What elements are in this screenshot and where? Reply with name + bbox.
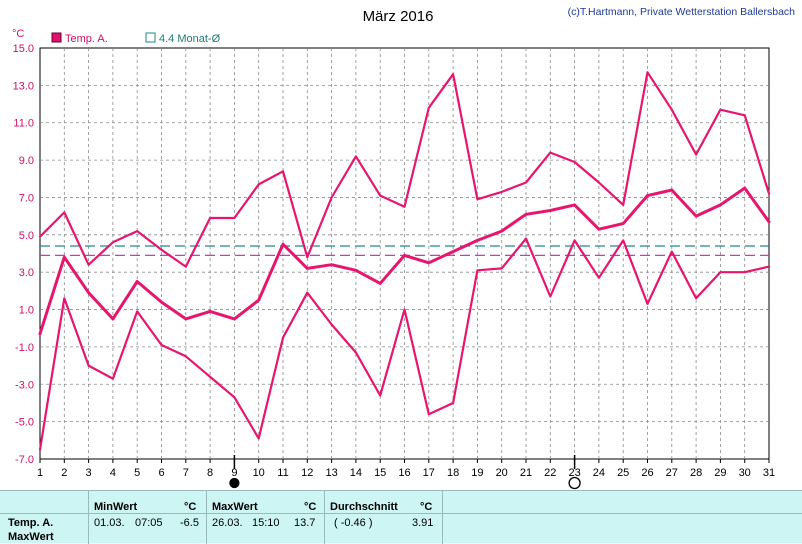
- x-tick-label: 5: [134, 467, 140, 479]
- x-tick-label: 24: [593, 467, 605, 479]
- x-tick-label: 12: [301, 467, 313, 479]
- x-tick-label: 15: [374, 467, 386, 479]
- series-line-max: [38, 71, 771, 268]
- max-date: 26.03.: [212, 517, 243, 529]
- x-tick-label: 30: [739, 467, 751, 479]
- x-tick-label: 1: [37, 467, 43, 479]
- temperature-chart: März 2016 (c)T.Hartmann, Private Wetters…: [12, 6, 796, 490]
- x-tick-label: 4: [110, 467, 116, 479]
- max-header: MaxWert: [212, 501, 258, 513]
- avg-unit: °C: [420, 501, 433, 513]
- y-tick-label: 1.0: [19, 305, 34, 317]
- moon-phases: [229, 455, 581, 490]
- copyright-text: (c)T.Hartmann, Private Wetterstation Bal…: [568, 6, 796, 18]
- min-date: 01.03.: [94, 517, 125, 529]
- y-tick-label: 5.0: [19, 230, 34, 242]
- x-tick-label: 18: [447, 467, 459, 479]
- x-tick-label: 31: [763, 467, 775, 479]
- series-line-min: [38, 237, 771, 451]
- x-axis: 1 2 3 4 5 6 7 8 9 10 11 12 13 14 15 16 17 18 19 20 21 22 23 24 2…: [37, 459, 775, 479]
- x-tick-label: 8: [207, 467, 213, 479]
- y-tick-label: -5.0: [15, 417, 34, 429]
- x-tick-label: 6: [158, 467, 164, 479]
- x-tick-label: 7: [183, 467, 189, 479]
- x-tick-label: 13: [325, 467, 337, 479]
- y-tick-label: 9.0: [19, 155, 34, 167]
- y-unit-label: °C: [12, 28, 24, 40]
- x-tick-label: 10: [253, 467, 265, 479]
- y-tick-label: -3.0: [15, 379, 34, 391]
- min-unit: °C: [184, 501, 197, 513]
- series-line-mean: [38, 186, 771, 336]
- y-tick-label: 15.0: [13, 43, 34, 55]
- grid: [40, 48, 769, 459]
- min-header: MinWert: [94, 501, 138, 513]
- x-tick-label: 2: [61, 467, 67, 479]
- max-time: 15:10: [252, 517, 280, 529]
- x-tick-label: 21: [520, 467, 532, 479]
- min-time: 07:05: [135, 517, 163, 529]
- x-tick-label: 16: [398, 467, 410, 479]
- avg-value: 3.91: [412, 517, 434, 529]
- footer-row-label-max: MaxWert: [8, 531, 54, 543]
- y-tick-label: 3.0: [19, 267, 34, 279]
- avg-header: Durchschnitt: [330, 501, 398, 513]
- legend-label-temp: Temp. A.: [65, 33, 108, 45]
- x-tick-label: 20: [496, 467, 508, 479]
- x-tick-label: 23: [568, 467, 580, 479]
- new-moon-icon: [229, 477, 240, 489]
- legend-label-month-avg: 4.4 Monat-Ø: [159, 33, 221, 45]
- y-axis: 15.0 13.0 11.0 9.0 7.0 5.0 3.0 1.0 -1.0 -3.0 -5.0 -…: [13, 43, 34, 466]
- x-tick-label: 22: [544, 467, 556, 479]
- x-tick-label: 3: [86, 467, 92, 479]
- chart-title: März 2016: [363, 8, 434, 25]
- x-tick-label: 19: [471, 467, 483, 479]
- max-value: 13.7: [294, 517, 316, 529]
- y-tick-label: -7.0: [15, 454, 34, 466]
- min-value: -6.5: [180, 517, 199, 529]
- x-tick-label: 17: [423, 467, 435, 479]
- x-tick-label: 28: [690, 467, 702, 479]
- avg-note: ( -0.46 ): [334, 517, 373, 529]
- legend: Temp. A. 4.4 Monat-Ø: [51, 32, 221, 45]
- y-tick-label: 11.0: [13, 118, 34, 130]
- x-tick-label: 14: [350, 467, 362, 479]
- legend-swatch-temp: [51, 32, 62, 43]
- x-tick-label: 29: [714, 467, 726, 479]
- y-tick-label: 7.0: [19, 192, 34, 204]
- x-tick-label: 26: [641, 467, 653, 479]
- max-unit: °C: [304, 501, 317, 513]
- x-tick-label: 11: [277, 467, 288, 479]
- x-tick-label: 25: [617, 467, 629, 479]
- y-tick-label: 13.0: [13, 80, 34, 92]
- y-tick-label: -1.0: [15, 342, 34, 354]
- x-tick-label: 9: [231, 467, 237, 479]
- legend-swatch-month-avg: [145, 32, 156, 43]
- full-moon-icon: [568, 476, 581, 490]
- series: [38, 71, 771, 451]
- x-tick-label: 27: [666, 467, 678, 479]
- footer-row-label-temp: Temp. A.: [8, 517, 54, 529]
- stats-footer: Temp. A. MaxWert MinWert °C 01.03. 07:05…: [0, 490, 802, 544]
